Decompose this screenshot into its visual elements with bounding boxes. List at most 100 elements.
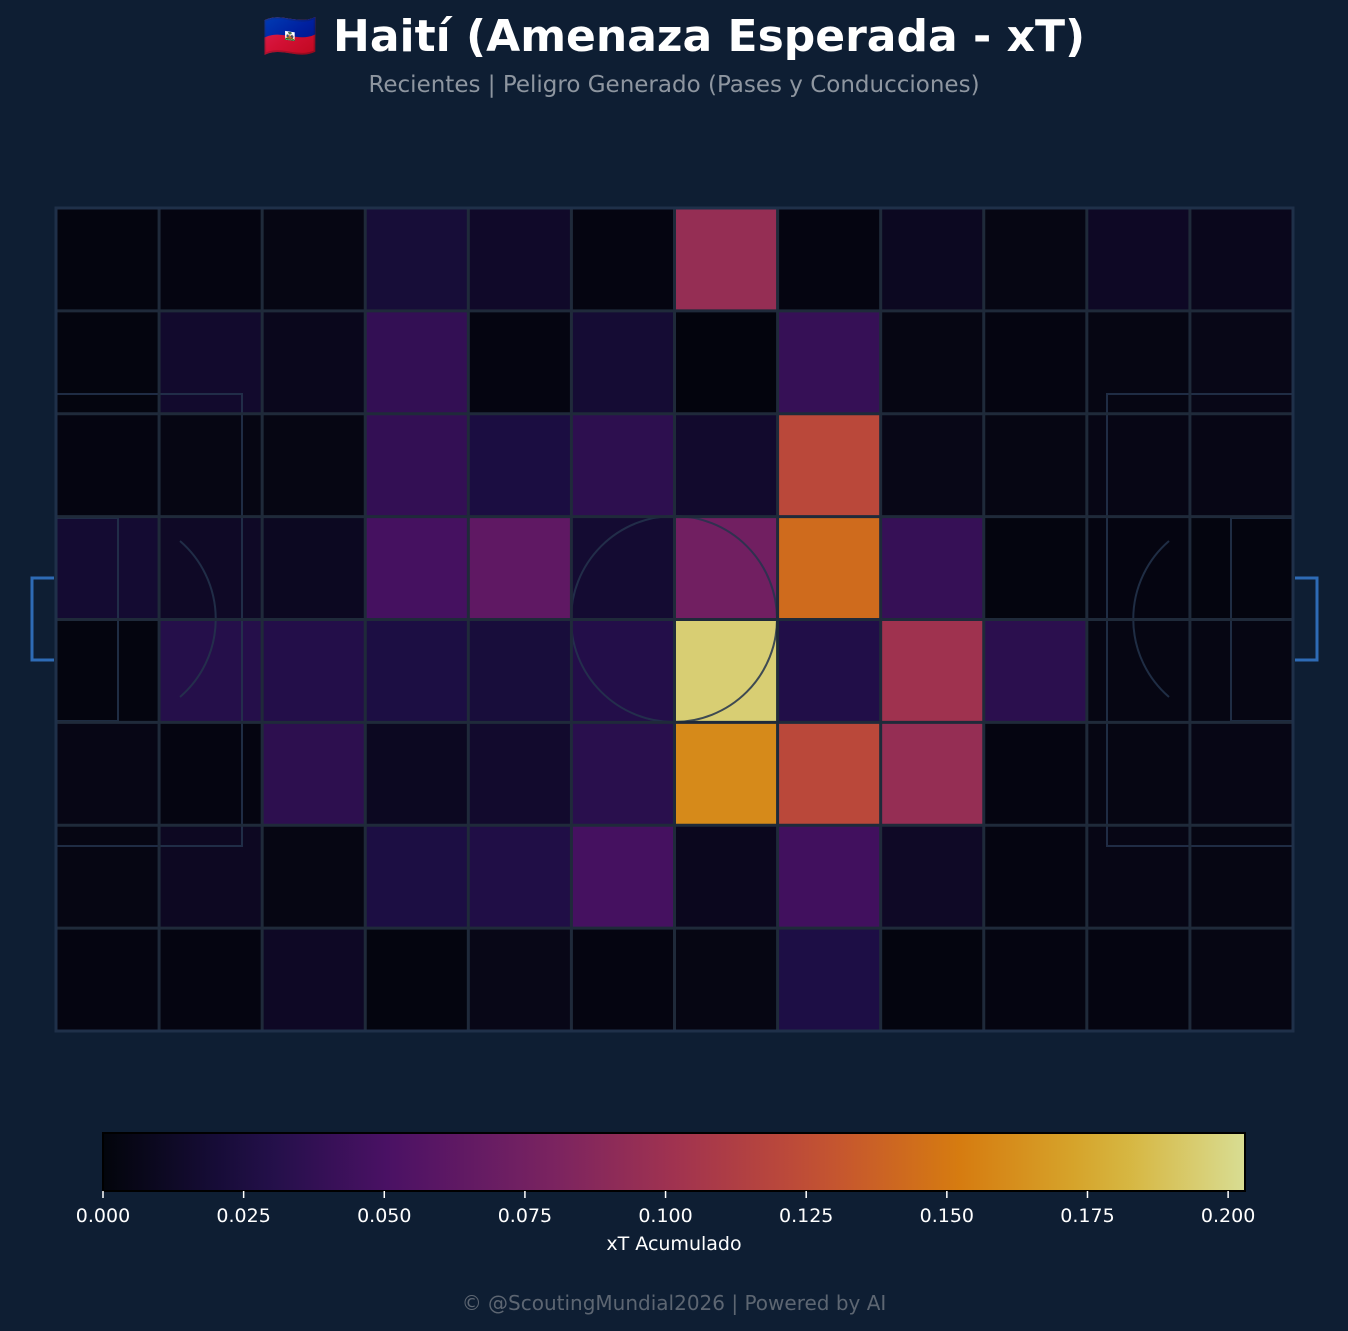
heatmap-cell-r0-c4 <box>468 208 572 311</box>
heatmap-cell-r7-c8 <box>880 928 984 1031</box>
heatmap-cells <box>56 208 1293 1031</box>
heatmap-cell-r3-c2 <box>262 516 366 620</box>
heatmap-cell-r3-c6 <box>674 516 778 620</box>
colorbar-tick-label: 0.050 <box>357 1205 411 1227</box>
heatmap-cell-r1-c1 <box>159 310 263 414</box>
heatmap-cell-r3-c10 <box>1086 516 1190 620</box>
heatmap-cell-r4-c11 <box>1189 619 1293 723</box>
heatmap-cell-r0-c8 <box>880 208 984 311</box>
heatmap-cell-r2-c3 <box>365 413 469 517</box>
heatmap-cell-r7-c1 <box>159 928 263 1031</box>
heatmap-cell-r2-c7 <box>777 413 881 517</box>
zone-grid <box>56 208 1293 1031</box>
heatmap-cell-r7-c9 <box>983 928 1087 1031</box>
heatmap-cell-r1-c10 <box>1086 310 1190 414</box>
left-goal <box>30 576 54 662</box>
heatmap-cell-r0-c3 <box>365 208 469 311</box>
heatmap-cell-r5-c11 <box>1189 722 1293 826</box>
heatmap-cell-r4-c6 <box>674 619 778 723</box>
heatmap-cell-r1-c6 <box>674 310 778 414</box>
pitch-heatmap <box>30 206 1319 1033</box>
heatmap-cell-r7-c5 <box>571 928 675 1031</box>
heatmap-cell-r0-c7 <box>777 208 881 311</box>
heatmap-cell-r4-c7 <box>777 619 881 723</box>
heatmap-cell-r3-c9 <box>983 516 1087 620</box>
colorbar-tick-label: 0.125 <box>779 1205 833 1227</box>
heatmap-cell-r2-c5 <box>571 413 675 517</box>
heatmap-cell-r7-c6 <box>674 928 778 1031</box>
heatmap-cell-r2-c9 <box>983 413 1087 517</box>
heatmap-cell-r0-c9 <box>983 208 1087 311</box>
heatmap-cell-r1-c2 <box>262 310 366 414</box>
heatmap-cell-r6-c6 <box>674 825 778 929</box>
heatmap-cell-r4-c10 <box>1086 619 1190 723</box>
heatmap-cell-r1-c5 <box>571 310 675 414</box>
chart-title: 🇭🇹 Haití (Amenaza Esperada - xT) <box>262 11 1086 62</box>
heatmap-cell-r2-c8 <box>880 413 984 517</box>
heatmap-cell-r5-c9 <box>983 722 1087 826</box>
heatmap-cell-r4-c2 <box>262 619 366 723</box>
heatmap-cell-r6-c9 <box>983 825 1087 929</box>
heatmap-cell-r5-c10 <box>1086 722 1190 826</box>
heatmap-cell-r4-c9 <box>983 619 1087 723</box>
heatmap-cell-r0-c1 <box>159 208 263 311</box>
heatmap-cell-r4-c5 <box>571 619 675 723</box>
heatmap-cell-r1-c0 <box>56 310 160 414</box>
right-goal <box>1295 576 1319 662</box>
heatmap-cell-r5-c4 <box>468 722 572 826</box>
heatmap-cell-r0-c6 <box>674 208 778 311</box>
colorbar-tick-label: 0.175 <box>1060 1205 1114 1227</box>
heatmap-cell-r6-c0 <box>56 825 160 929</box>
heatmap-cell-r3-c1 <box>159 516 263 620</box>
heatmap-cell-r7-c2 <box>262 928 366 1031</box>
heatmap-cell-r1-c3 <box>365 310 469 414</box>
heatmap-cell-r0-c0 <box>56 208 160 311</box>
heatmap-cell-r7-c3 <box>365 928 469 1031</box>
colorbar-tick-label: 0.000 <box>76 1205 130 1227</box>
colorbar-tick-label: 0.200 <box>1201 1205 1255 1227</box>
heatmap-cell-r5-c5 <box>571 722 675 826</box>
heatmap-cell-r3-c5 <box>571 516 675 620</box>
heatmap-cell-r2-c4 <box>468 413 572 517</box>
heatmap-cell-r1-c8 <box>880 310 984 414</box>
heatmap-cell-r7-c11 <box>1189 928 1293 1031</box>
heatmap-cell-r0-c11 <box>1189 208 1293 311</box>
heatmap-cell-r5-c7 <box>777 722 881 826</box>
heatmap-cell-r6-c7 <box>777 825 881 929</box>
heatmap-cell-r2-c10 <box>1086 413 1190 517</box>
pitch-outline <box>54 206 1295 1033</box>
heatmap-cell-r3-c7 <box>777 516 881 620</box>
heatmap-cell-r5-c8 <box>880 722 984 826</box>
heatmap-cell-r1-c9 <box>983 310 1087 414</box>
heatmap-cell-r5-c1 <box>159 722 263 826</box>
heatmap-cell-r6-c5 <box>571 825 675 929</box>
heatmap-cell-r6-c10 <box>1086 825 1190 929</box>
heatmap-cell-r5-c2 <box>262 722 366 826</box>
colorbar-ticks: 0.000 0.025 0.050 0.075 0.100 0.125 0.150 0.175… <box>76 1191 1255 1227</box>
heatmap-cell-r0-c5 <box>571 208 675 311</box>
heatmap-cell-r3-c8 <box>880 516 984 620</box>
heatmap-cell-r4-c1 <box>159 619 263 723</box>
chart-subtitle: Recientes | Peligro Generado (Pases y Co… <box>368 72 980 98</box>
heatmap-cell-r0-c10 <box>1086 208 1190 311</box>
heatmap-cell-r7-c10 <box>1086 928 1190 1031</box>
heatmap-cell-r4-c4 <box>468 619 572 723</box>
colorbar-tick-label: 0.100 <box>638 1205 692 1227</box>
heatmap-cell-r3-c11 <box>1189 516 1293 620</box>
heatmap-cell-r2-c6 <box>674 413 778 517</box>
colorbar-tick-label: 0.025 <box>216 1205 270 1227</box>
heatmap-cell-r6-c8 <box>880 825 984 929</box>
heatmap-cell-r5-c3 <box>365 722 469 826</box>
colorbar-label: xT Acumulado <box>606 1233 741 1255</box>
heatmap-cell-r7-c0 <box>56 928 160 1031</box>
colorbar-tick-label: 0.150 <box>920 1205 974 1227</box>
heatmap-cell-r2-c0 <box>56 413 160 517</box>
heatmap-cell-r3-c4 <box>468 516 572 620</box>
heatmap-cell-r4-c0 <box>56 619 160 723</box>
colorbar-tick-label: 0.075 <box>498 1205 552 1227</box>
heatmap-cell-r1-c11 <box>1189 310 1293 414</box>
heatmap-cell-r1-c7 <box>777 310 881 414</box>
heatmap-cell-r6-c3 <box>365 825 469 929</box>
heatmap-cell-r7-c4 <box>468 928 572 1031</box>
heatmap-cell-r6-c2 <box>262 825 366 929</box>
